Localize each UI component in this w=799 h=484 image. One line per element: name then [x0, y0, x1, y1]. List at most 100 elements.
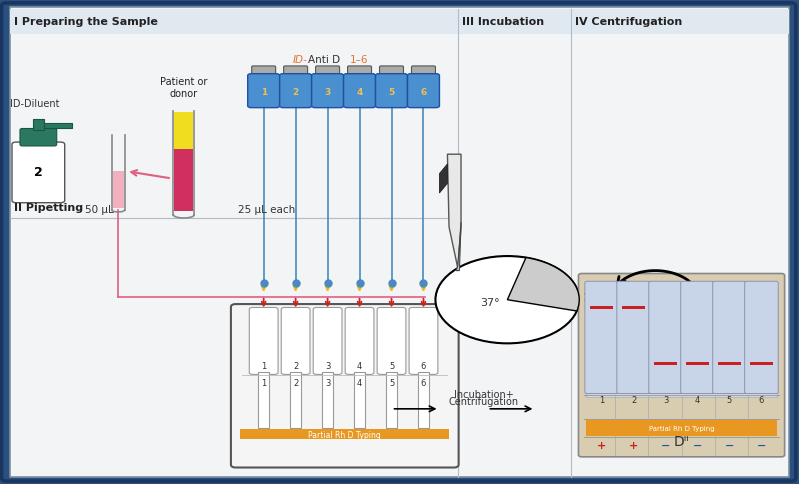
Text: 6: 6	[420, 88, 427, 96]
FancyBboxPatch shape	[345, 308, 374, 375]
Text: −: −	[693, 440, 702, 450]
FancyBboxPatch shape	[380, 67, 403, 77]
FancyBboxPatch shape	[411, 67, 435, 77]
Text: 1–6: 1–6	[350, 55, 368, 65]
Text: 5: 5	[389, 378, 394, 387]
Text: 15': 15'	[582, 293, 598, 302]
FancyBboxPatch shape	[377, 308, 406, 375]
FancyBboxPatch shape	[20, 129, 57, 147]
FancyBboxPatch shape	[686, 362, 709, 366]
FancyBboxPatch shape	[33, 120, 44, 131]
FancyBboxPatch shape	[10, 10, 458, 35]
Text: Centrifugation: Centrifugation	[448, 396, 519, 406]
FancyBboxPatch shape	[281, 308, 310, 375]
FancyBboxPatch shape	[617, 282, 650, 394]
FancyBboxPatch shape	[718, 362, 741, 366]
FancyBboxPatch shape	[654, 362, 677, 366]
Text: 1: 1	[261, 361, 266, 370]
Text: 37°: 37°	[480, 298, 499, 307]
FancyBboxPatch shape	[258, 373, 269, 428]
FancyBboxPatch shape	[418, 373, 429, 428]
Polygon shape	[456, 223, 461, 271]
FancyBboxPatch shape	[249, 308, 278, 375]
Text: 50 µL: 50 µL	[85, 205, 114, 215]
FancyBboxPatch shape	[316, 67, 340, 77]
FancyBboxPatch shape	[113, 172, 124, 208]
Text: +: +	[629, 440, 638, 450]
FancyBboxPatch shape	[409, 308, 438, 375]
Text: 2: 2	[34, 166, 42, 178]
FancyBboxPatch shape	[44, 124, 72, 129]
Text: Dᴵᴵ: Dᴵᴵ	[674, 434, 690, 448]
Text: 3: 3	[663, 395, 668, 404]
Text: 6: 6	[421, 378, 426, 387]
Text: 4: 4	[695, 395, 700, 404]
Text: 5: 5	[727, 395, 732, 404]
Text: 3: 3	[325, 378, 330, 387]
FancyBboxPatch shape	[240, 429, 449, 439]
Text: Incubation+: Incubation+	[454, 389, 513, 399]
Text: IV Centrifugation: IV Centrifugation	[575, 17, 682, 27]
Wedge shape	[507, 258, 579, 311]
Text: 1: 1	[599, 395, 604, 404]
FancyBboxPatch shape	[386, 373, 397, 428]
Text: 2: 2	[631, 395, 636, 404]
Text: 5: 5	[389, 361, 394, 370]
FancyBboxPatch shape	[590, 306, 613, 310]
Text: 2: 2	[293, 361, 298, 370]
Text: 3: 3	[325, 361, 330, 370]
Text: 2: 2	[292, 88, 299, 96]
FancyBboxPatch shape	[354, 373, 365, 428]
FancyBboxPatch shape	[313, 308, 342, 375]
Text: II Pipetting: II Pipetting	[14, 203, 83, 213]
Text: 1: 1	[260, 88, 267, 96]
FancyBboxPatch shape	[458, 10, 571, 35]
FancyBboxPatch shape	[586, 287, 777, 398]
Text: Patient or
donor: Patient or donor	[160, 77, 208, 99]
FancyBboxPatch shape	[280, 75, 312, 108]
Text: Partial Rh D Typing: Partial Rh D Typing	[308, 430, 381, 439]
FancyBboxPatch shape	[10, 8, 789, 477]
FancyBboxPatch shape	[290, 373, 301, 428]
Polygon shape	[447, 155, 461, 269]
Text: −: −	[757, 440, 766, 450]
Text: III Incubation: III Incubation	[462, 17, 544, 27]
FancyBboxPatch shape	[578, 274, 785, 457]
FancyBboxPatch shape	[284, 67, 308, 77]
FancyBboxPatch shape	[586, 420, 777, 436]
Polygon shape	[439, 165, 447, 194]
FancyBboxPatch shape	[745, 282, 778, 394]
FancyBboxPatch shape	[174, 150, 193, 212]
FancyBboxPatch shape	[248, 75, 280, 108]
FancyBboxPatch shape	[12, 143, 65, 203]
Text: +: +	[597, 440, 606, 450]
FancyBboxPatch shape	[312, 75, 344, 108]
FancyBboxPatch shape	[322, 373, 333, 428]
FancyBboxPatch shape	[2, 4, 796, 481]
FancyBboxPatch shape	[344, 75, 376, 108]
FancyBboxPatch shape	[252, 67, 276, 77]
Text: 6: 6	[421, 361, 426, 370]
Circle shape	[435, 257, 579, 344]
Text: −: −	[661, 440, 670, 450]
Text: −: −	[725, 440, 734, 450]
Text: 6: 6	[759, 395, 764, 404]
Text: ID-: ID-	[293, 55, 308, 65]
Text: ID-Diluent: ID-Diluent	[10, 99, 59, 109]
FancyBboxPatch shape	[348, 67, 372, 77]
FancyBboxPatch shape	[622, 306, 645, 310]
Text: I Preparing the Sample: I Preparing the Sample	[14, 17, 157, 27]
FancyBboxPatch shape	[571, 10, 789, 35]
FancyBboxPatch shape	[750, 362, 773, 366]
FancyBboxPatch shape	[585, 282, 618, 394]
Text: Anti D: Anti D	[308, 55, 343, 65]
Text: 5: 5	[388, 88, 395, 96]
FancyBboxPatch shape	[231, 304, 459, 468]
FancyBboxPatch shape	[681, 282, 714, 394]
Text: 4: 4	[356, 88, 363, 96]
FancyBboxPatch shape	[649, 282, 682, 394]
Text: 4: 4	[357, 361, 362, 370]
Text: 1: 1	[261, 378, 266, 387]
Text: 2: 2	[293, 378, 298, 387]
FancyBboxPatch shape	[174, 112, 193, 150]
